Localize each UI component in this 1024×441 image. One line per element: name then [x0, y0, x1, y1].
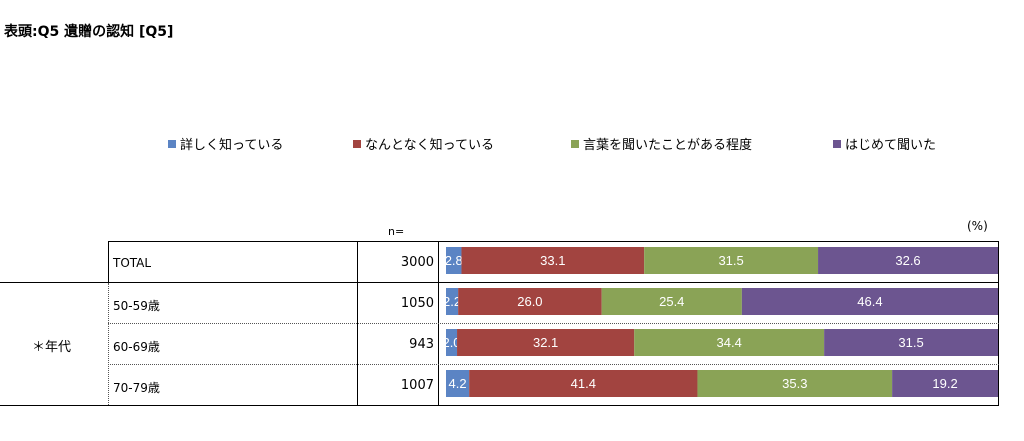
table-left-border — [108, 241, 109, 282]
row-label-total: TOTAL — [113, 256, 152, 270]
row-divider-1 — [108, 323, 999, 324]
bar-segment-r1-s3 — [741, 288, 998, 315]
data-label-r0-s1: 33.1 — [540, 253, 565, 268]
legend-swatch-2 — [353, 139, 361, 148]
data-label-r0-s0: 2.8 — [445, 253, 463, 268]
legend-item-2: なんとなく知っている — [353, 134, 494, 153]
data-label-r3-s3: 19.2 — [932, 376, 957, 391]
bar-segment-r3-s1 — [469, 370, 698, 397]
data-label-r3-s0: 4.2 — [449, 376, 467, 391]
bar-segment-r3-s0 — [446, 370, 470, 397]
percent-unit-label: (%) — [967, 219, 988, 233]
table-divider — [0, 282, 999, 283]
bar-segment-r2-s1 — [457, 329, 635, 356]
row-label-70s: 70-79歳 — [113, 381, 160, 395]
bar-segment-r1-s0 — [446, 288, 459, 315]
bar-segment-r0-s0 — [446, 247, 462, 274]
legend-label-4: はじめて聞いた — [845, 138, 937, 153]
data-label-r2-s1: 32.1 — [533, 335, 558, 350]
bar-segment-r0-s1 — [461, 247, 645, 274]
table-bottom-border — [0, 405, 999, 406]
data-label-r1-s1: 26.0 — [517, 294, 542, 309]
data-label-r0-s3: 32.6 — [895, 253, 920, 268]
legend-swatch-1 — [168, 139, 176, 148]
n-value-50s: 1050 — [400, 296, 434, 311]
data-label-r1-s3: 46.4 — [857, 294, 882, 309]
legend-item-4: はじめて聞いた — [833, 134, 936, 153]
legend: 詳しく知っている なんとなく知っている 言葉を聞いたことがある程度 はじめて聞い… — [0, 134, 1024, 153]
data-label-r3-s1: 41.4 — [571, 376, 596, 391]
bar-segment-r3-s2 — [697, 370, 893, 397]
row-divider-2 — [108, 364, 999, 365]
data-label-r0-s2: 31.5 — [718, 253, 743, 268]
group-separator — [108, 283, 109, 405]
n-value-60s: 943 — [409, 337, 434, 352]
data-label-r1-s0: 2.2 — [443, 294, 461, 309]
n-value-70s: 1007 — [400, 378, 434, 393]
n-header: n= — [388, 225, 405, 238]
table-top-border — [108, 241, 999, 242]
bar-segment-r1-s1 — [458, 288, 602, 315]
row-label-60s: 60-69歳 — [113, 340, 160, 354]
n-value-total: 3000 — [400, 255, 434, 270]
data-label-r2-s0: 2.0 — [442, 335, 460, 350]
data-label-r2-s2: 34.4 — [717, 335, 742, 350]
row-label-50s: 50-59歳 — [113, 299, 160, 313]
legend-swatch-3 — [571, 139, 579, 148]
legend-label-2: なんとなく知っている — [365, 138, 494, 153]
legend-item-3: 言葉を聞いたことがある程度 — [571, 134, 752, 153]
data-label-r2-s3: 31.5 — [898, 335, 923, 350]
data-label-r1-s2: 25.4 — [659, 294, 684, 309]
bar-segment-r2-s0 — [446, 329, 458, 356]
legend-label-3: 言葉を聞いたことがある程度 — [583, 138, 753, 153]
bar-segment-r1-s2 — [601, 288, 742, 315]
group-label: ＊年代 — [32, 340, 72, 355]
data-label-r3-s2: 35.3 — [782, 376, 807, 391]
bar-segment-r0-s3 — [818, 247, 998, 274]
bar-segment-r3-s3 — [892, 370, 998, 397]
bar-segment-r2-s2 — [634, 329, 825, 356]
chart-title: 表頭:Q5 遺贈の認知 [Q5] — [4, 24, 174, 40]
legend-label-1: 詳しく知っている — [180, 138, 284, 153]
legend-item-1: 詳しく知っている — [168, 134, 283, 153]
bar-segment-r2-s3 — [824, 329, 998, 356]
legend-swatch-4 — [833, 139, 841, 148]
bar-segment-r0-s2 — [644, 247, 819, 274]
